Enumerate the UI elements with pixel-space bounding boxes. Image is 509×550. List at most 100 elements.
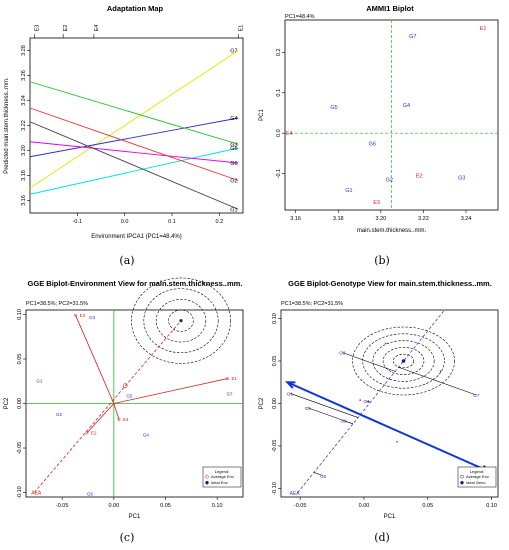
concentric-ring (352, 326, 455, 396)
d-aea-label: AEA (290, 491, 301, 497)
c-genotype-label-6: G6 (87, 491, 94, 496)
a-top-axis-label-3: E1 (238, 25, 244, 32)
c-legend-symbol-0 (205, 474, 209, 479)
c-env-vector-end-E2 (85, 431, 89, 435)
c-x-tick-label-3: 0.10 (212, 503, 223, 509)
d-projection-line-G6 (313, 472, 324, 477)
c-x-axis-label: PC1 (129, 514, 141, 520)
a-series-line-G3 (29, 81, 239, 145)
concentric-ring (362, 333, 445, 389)
b-y-tick-label-3: 0.2 (276, 49, 282, 57)
a-x-tick-label-2: 0.1 (168, 219, 176, 225)
a-line-label-5: G2 (230, 179, 237, 185)
d-chart-subtitle: PC1=38.5%; PC2=31.5% (281, 301, 343, 307)
c-y-tick-label-2: 0.00 (17, 398, 23, 409)
b-point-label-9: G1 (345, 188, 352, 194)
a-series-line-G5 (29, 147, 239, 195)
d-arrowhead-1 (285, 381, 296, 389)
c-genotype-label-4: G7 (227, 392, 234, 397)
caption-b: (b) (374, 254, 390, 267)
d-projection-line-G1 (289, 393, 359, 418)
c-y-tick-label-3: 0.05 (17, 354, 23, 365)
c-env-label-1: E1 (232, 376, 238, 381)
d-x-tick-label-2: 0.05 (422, 503, 433, 509)
concentric-ring (131, 277, 231, 364)
c-y-axis-label: PC2 (4, 397, 10, 409)
b-point-label-8: G3 (458, 176, 465, 182)
d-environment-point-1 (439, 370, 442, 372)
c-genotype-label-5: G4 (143, 433, 150, 438)
b-point-label-7: G2 (386, 178, 393, 184)
d-genotype-label-6: G7 (473, 393, 480, 398)
d-double-arrow-line (286, 381, 490, 473)
d-y-tick-label-1: -0.05 (272, 440, 278, 453)
d-genotype-label-0: G3 (339, 351, 346, 356)
c-genotype-label-0: G3 (89, 315, 96, 320)
a-x-tick-label-3: 0.2 (216, 219, 224, 225)
a-y-tick-label-3: 3.22 (21, 120, 27, 131)
a-line-label-0: G7 (230, 49, 237, 55)
c-legend-box (202, 466, 242, 488)
c-y-tick-label-0: -0.10 (17, 486, 23, 499)
c-y-tick-label-4: 0.10 (17, 309, 23, 320)
a-y-tick-label-6: 3.28 (21, 45, 27, 56)
a-line-label-1: G4 (230, 116, 237, 122)
b-point-label-6: E2 (416, 174, 423, 180)
a-y-tick-label-1: 3.18 (21, 170, 27, 181)
a-series-line-G2 (29, 107, 239, 181)
b-chart-title: AMMI1 Biplot (366, 4, 414, 13)
concentric-ring (382, 347, 425, 375)
d-genotype-label-2: G5 (305, 406, 312, 411)
caption-a: (a) (119, 254, 135, 267)
concentric-ring (372, 340, 435, 382)
c-env-label-3: E4 (123, 417, 129, 422)
d-x-tick-label-0: -0.05 (294, 503, 307, 509)
a-series-line-G1 (29, 121, 239, 210)
a-x-tick-label-0: -0.1 (73, 219, 82, 225)
concentric-ring (155, 299, 207, 343)
c-env-vector-E1 (113, 378, 228, 404)
d-x-tick-label-3: 0.10 (486, 503, 497, 509)
b-chart-subtitle: PC1=48.4% (285, 14, 315, 20)
a-series-line-G7 (29, 50, 239, 189)
d-chart-title: GGE Biplot-Genotype View for main.stem.t… (288, 279, 492, 288)
gge-environment-view-chart: GGE Biplot-Environment View for main.ste… (4, 277, 244, 520)
d-ideal-genotype-point (401, 359, 406, 363)
c-legend-label-1: Ideal Env (211, 480, 228, 485)
c-env-vector-end-E4 (117, 418, 121, 421)
d-y-tick-label-3: 0.05 (272, 356, 278, 367)
c-y-tick-label-1: -0.05 (17, 442, 23, 455)
a-y-tick-label-0: 3.16 (21, 195, 27, 206)
gge-genotype-view-chart: GGE Biplot-Genotype View for main.stem.t… (259, 279, 499, 520)
ammi1-biplot-chart: AMMI1 Biplot PC1=48.4% 3.16 3.18 3.20 3.22 3.2… (259, 4, 499, 234)
c-aea-label: AEA (31, 491, 42, 497)
a-y-axis-label: Predicted main.stem.thickness..mm. (4, 77, 10, 174)
adaptation-map-chart: Adaptation Map -0.1 0.0 0.1 0.2 3.16 3.18 3.20 3… (4, 4, 244, 240)
c-env-vector-E2 (86, 403, 115, 434)
b-x-tick-label-3: 3.22 (418, 216, 429, 222)
d-y-axis-label: PC2 (259, 397, 265, 409)
d-legend-label-1: Ideal Geno (466, 480, 486, 485)
d-y-tick-label-0: -0.10 (272, 482, 278, 495)
c-env-vector-E4 (113, 403, 120, 420)
c-chart-subtitle: PC1=38.5%; PC2=31.5% (26, 301, 88, 307)
a-series-line-G4 (29, 117, 239, 158)
c-average-environment-axis (33, 320, 182, 493)
b-x-tick-label-2: 3.20 (375, 216, 386, 222)
c-ideal-environment-point (179, 319, 183, 323)
a-y-tick-label-4: 3.24 (21, 95, 27, 106)
c-average-environment-marker (122, 383, 128, 388)
d-legend-symbol-0 (460, 474, 464, 479)
c-legend-title: Legend: (215, 469, 229, 474)
d-genotype-label-3: G2 (341, 419, 348, 424)
b-point-label-2: G5 (330, 105, 337, 111)
d-y-tick-label-4: 0.10 (272, 313, 278, 324)
c-legend-label-0: Average Env (211, 474, 234, 479)
d-environment-point-0 (384, 342, 387, 344)
caption-d: (d) (374, 531, 390, 544)
d-projection-line-G3 (342, 352, 396, 372)
d-x-axis-label: PC1 (384, 514, 396, 520)
a-y-tick-label-2: 3.20 (21, 145, 27, 156)
a-line-label-3: G5 (230, 146, 237, 152)
c-env-vector-end-E1 (226, 377, 229, 381)
